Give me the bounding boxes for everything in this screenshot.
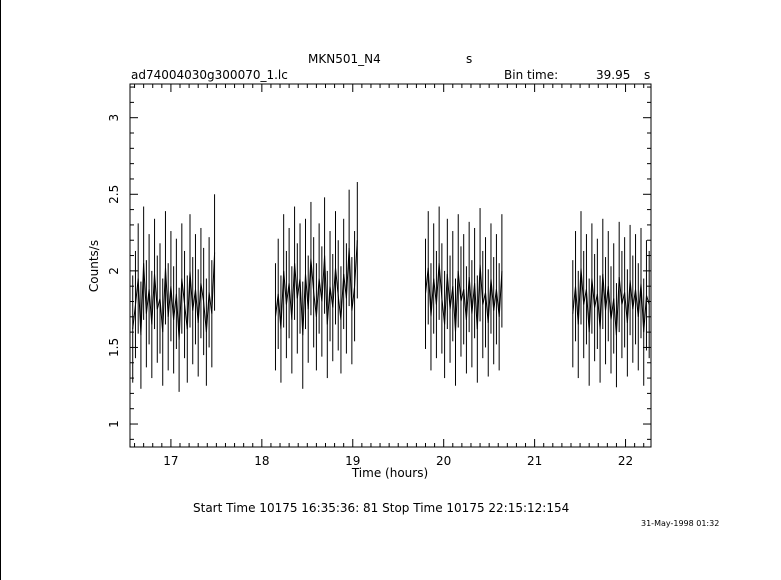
plot-date: 31-May-1998 01:32 — [641, 519, 720, 528]
x-tick-label: 19 — [345, 454, 360, 468]
chart-title: MKN501_N4 — [308, 52, 381, 66]
start-stop-times: Start Time 10175 16:35:36: 81 Stop Time … — [193, 501, 570, 515]
light-curve-segment — [275, 240, 358, 336]
left-border-line — [0, 0, 1, 580]
x-tick-label: 18 — [254, 454, 269, 468]
light-curve-segment — [132, 252, 216, 340]
bin-time-value: 39.95 — [596, 68, 631, 82]
y-tick-label: 2.5 — [107, 185, 121, 204]
plot-frame — [129, 83, 652, 448]
x-axis-label: Time (hours) — [351, 466, 428, 480]
bin-time-label: Bin time: — [504, 68, 559, 82]
y-tick-label: 3 — [107, 114, 121, 122]
y-axis-label: Counts/s — [87, 240, 101, 292]
bin-time-unit: s — [644, 68, 651, 82]
axis-ticks: 17 18 19 20 21 22 1 1.5 2 2.5 3 — [107, 84, 651, 468]
x-tick-label: 20 — [436, 454, 451, 468]
light-curve-segment — [572, 267, 650, 336]
y-tick-label: 2 — [107, 267, 121, 275]
y-tick-label: 1.5 — [107, 338, 121, 357]
x-tick-label: 21 — [527, 454, 542, 468]
file-name: ad74004030g300070_1.lc — [131, 68, 288, 82]
y-tick-label: 1 — [107, 420, 121, 428]
light-curve-segment — [425, 263, 503, 333]
data-points — [132, 182, 650, 392]
title-suffix-s: s — [466, 52, 473, 66]
x-tick-label: 17 — [163, 454, 178, 468]
x-tick-label: 22 — [618, 454, 633, 468]
